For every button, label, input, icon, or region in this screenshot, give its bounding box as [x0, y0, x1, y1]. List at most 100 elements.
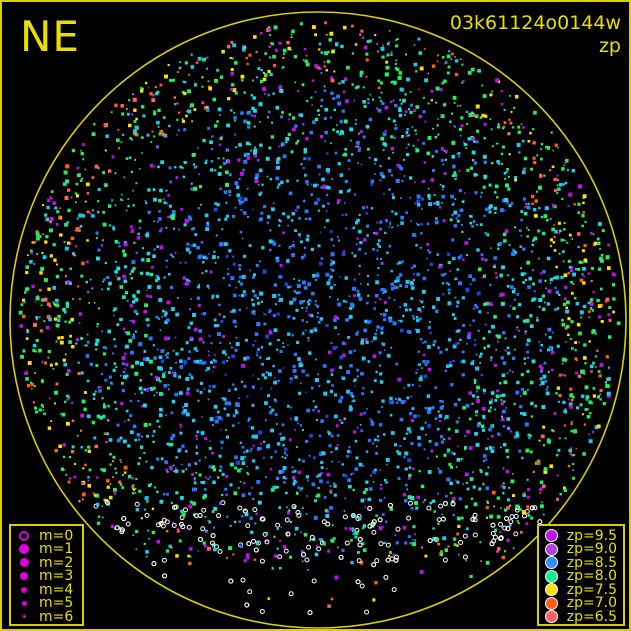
- star-marker: [217, 218, 221, 222]
- star-marker: [268, 239, 273, 244]
- star-marker: [39, 271, 43, 275]
- star-marker: [254, 340, 257, 342]
- star-marker: [408, 411, 413, 416]
- star-marker: [320, 472, 323, 475]
- star-marker: [440, 114, 445, 119]
- star-marker: [206, 366, 211, 371]
- star-marker: [495, 348, 498, 351]
- star-marker: [408, 176, 413, 180]
- star-marker: [204, 437, 208, 441]
- star-marker: [157, 108, 161, 113]
- star-marker: [218, 454, 222, 458]
- star-marker: [564, 158, 569, 163]
- star-marker: [582, 305, 586, 308]
- star-marker: [453, 402, 458, 407]
- star-marker: [267, 443, 270, 446]
- star-marker: [266, 28, 271, 33]
- star-marker: [175, 554, 179, 558]
- star-marker: [114, 467, 117, 470]
- star-marker: [327, 430, 330, 434]
- star-marker: [206, 56, 209, 59]
- star-marker: [305, 513, 308, 515]
- star-marker: [365, 340, 369, 344]
- star-marker: [437, 522, 440, 525]
- star-marker: [106, 479, 110, 483]
- star-marker: [131, 319, 136, 324]
- star-marker: [174, 469, 179, 473]
- star-marker: [133, 131, 137, 136]
- star-marker: [211, 294, 215, 298]
- star-marker: [470, 361, 475, 366]
- star-marker: [448, 292, 451, 295]
- star-marker: [377, 267, 380, 270]
- star-marker: [329, 286, 334, 290]
- star-marker: [349, 391, 353, 396]
- star-marker: [80, 274, 84, 278]
- star-marker: [33, 385, 36, 388]
- star-marker: [195, 165, 198, 168]
- star-marker: [459, 254, 463, 258]
- star-marker: [541, 294, 545, 298]
- star-marker: [101, 505, 104, 507]
- star-marker: [166, 492, 169, 496]
- star-marker: [252, 108, 257, 113]
- star-marker: [156, 120, 160, 125]
- star-marker: [417, 414, 420, 417]
- star-marker: [475, 306, 479, 309]
- star-marker: [303, 47, 307, 51]
- star-marker: [148, 336, 153, 341]
- star-marker: [301, 332, 305, 336]
- star-marker: [148, 537, 150, 540]
- star-marker: [151, 93, 155, 97]
- star-marker: [568, 233, 572, 237]
- star-marker: [22, 298, 26, 302]
- star-marker: [563, 488, 567, 492]
- star-marker: [461, 373, 465, 377]
- star-marker: [491, 145, 494, 148]
- star-marker: [426, 394, 431, 398]
- star-marker: [256, 297, 260, 300]
- star-marker: [313, 183, 317, 188]
- star-marker: [256, 159, 260, 162]
- star-marker: [552, 241, 556, 244]
- star-marker: [140, 87, 143, 90]
- star-marker: [129, 225, 133, 229]
- star-marker: [471, 394, 475, 398]
- star-marker: [399, 306, 402, 309]
- star-marker: [384, 105, 389, 110]
- star-marker: [132, 267, 136, 271]
- star-marker: [20, 355, 24, 359]
- star-marker: [240, 456, 245, 461]
- star-marker: [394, 67, 398, 70]
- star-marker: [384, 129, 387, 132]
- star-marker: [371, 340, 374, 343]
- star-marker: [167, 215, 170, 219]
- star-marker: [238, 178, 241, 181]
- star-marker: [202, 57, 206, 62]
- star-marker: [526, 356, 530, 360]
- star-marker: [415, 244, 418, 247]
- star-marker: [365, 124, 370, 129]
- star-marker: [65, 304, 70, 309]
- star-marker: [510, 202, 514, 205]
- star-marker: [344, 540, 350, 546]
- star-marker: [463, 142, 467, 146]
- star-marker: [504, 337, 507, 340]
- star-marker: [293, 278, 295, 280]
- star-marker: [320, 461, 324, 464]
- star-marker: [292, 317, 296, 320]
- star-marker: [359, 561, 364, 565]
- star-marker: [314, 329, 318, 332]
- star-marker: [146, 318, 150, 322]
- star-marker: [476, 223, 479, 226]
- star-marker: [378, 245, 381, 248]
- star-marker: [116, 423, 120, 427]
- star-marker: [381, 399, 385, 403]
- star-marker: [386, 42, 390, 46]
- star-marker: [493, 315, 497, 319]
- star-marker: [275, 258, 280, 263]
- star-marker: [47, 287, 51, 291]
- star-marker: [552, 149, 554, 152]
- star-marker: [160, 359, 165, 363]
- star-marker: [131, 113, 134, 116]
